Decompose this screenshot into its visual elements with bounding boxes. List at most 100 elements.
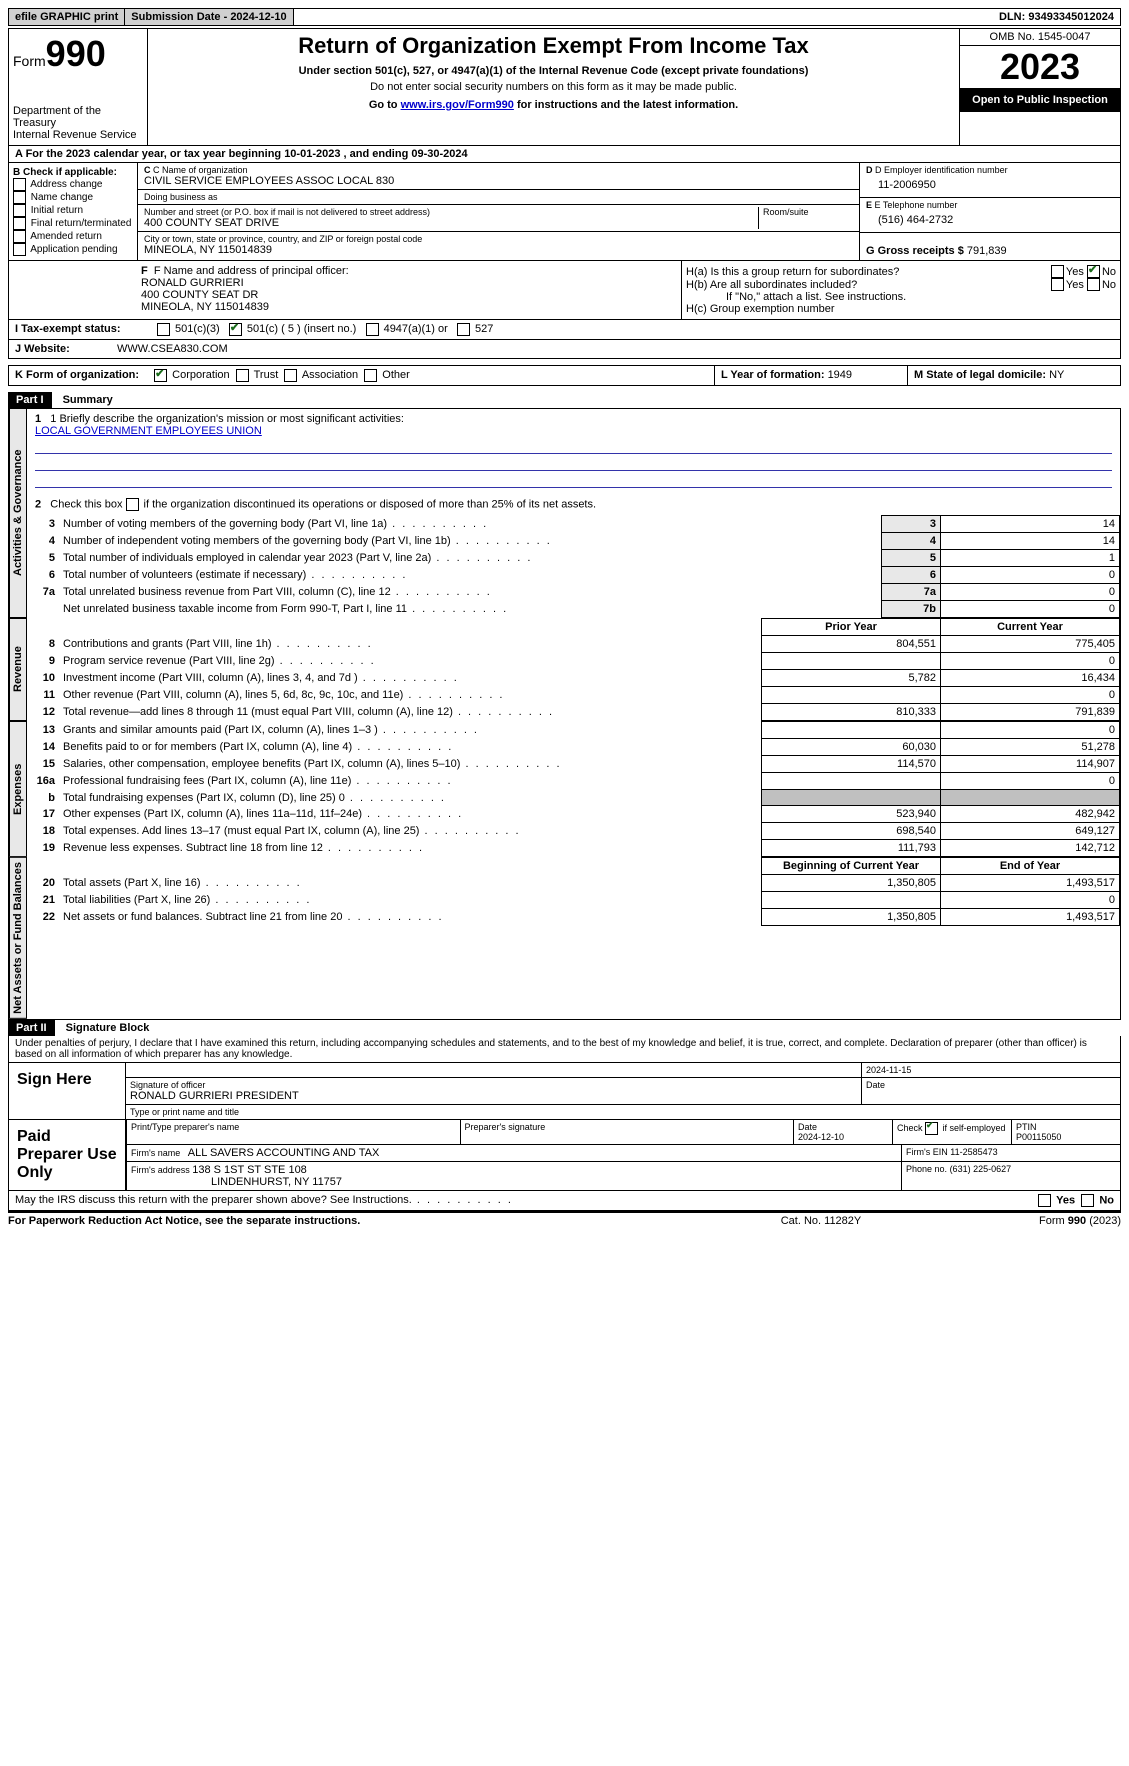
part2-title: Signature Block	[58, 1020, 158, 1036]
tax-status-option: 4947(a)(1) or	[366, 323, 457, 335]
line-i: I Tax-exempt status: 501(c)(3) 501(c) ( …	[8, 320, 1121, 340]
irs-label: Internal Revenue Service	[13, 129, 143, 141]
tax-year: 2023	[960, 46, 1120, 88]
table-governance: 3Number of voting members of the governi…	[27, 515, 1120, 618]
box-h: H(a) Is this a group return for subordin…	[682, 261, 1120, 319]
box-f: F F Name and address of principal office…	[137, 261, 682, 319]
org-form-checkbox[interactable]	[236, 369, 249, 382]
officer-street: 400 COUNTY SEAT DR	[141, 289, 677, 301]
table-row: 18Total expenses. Add lines 13–17 (must …	[27, 823, 1120, 840]
tax-status-checkbox[interactable]	[157, 323, 170, 336]
part1-exp-group: Expenses 13Grants and similar amounts pa…	[8, 721, 1121, 857]
table-row: 10Investment income (Part VIII, column (…	[27, 670, 1120, 687]
line-m: M State of legal domicile: NY	[907, 366, 1120, 385]
line1-value: LOCAL GOVERNMENT EMPLOYEES UNION	[35, 425, 1112, 437]
self-employed-checkbox[interactable]	[925, 1122, 938, 1135]
org-form-checkbox[interactable]	[364, 369, 377, 382]
line-k-label: K Form of organization:	[9, 366, 145, 385]
ssn-warning: Do not enter social security numbers on …	[152, 81, 955, 93]
org-form-option: Association	[281, 369, 361, 381]
tax-status-option: 527	[457, 323, 503, 335]
efile-button[interactable]: efile GRAPHIC print	[9, 9, 125, 25]
part1-gov-group: Activities & Governance 1 1 Briefly desc…	[8, 408, 1121, 618]
yes-label: Yes	[1066, 266, 1084, 278]
box-b-checkbox[interactable]	[13, 204, 26, 217]
h-a-yes-checkbox[interactable]	[1051, 265, 1064, 278]
box-b-checkbox[interactable]	[13, 243, 26, 256]
sig-date-label: Date	[861, 1078, 1120, 1105]
signature-section: Sign Here 2024-11-15 Signature of office…	[8, 1063, 1121, 1120]
org-form-checkbox[interactable]	[154, 369, 167, 382]
table-row: 22Net assets or fund balances. Subtract …	[27, 909, 1120, 926]
city-label: City or town, state or province, country…	[144, 234, 853, 244]
phone-value: (516) 464-2732	[866, 210, 1114, 230]
h-b-yes-checkbox[interactable]	[1051, 278, 1064, 291]
tax-status-option: 501(c) ( 5 ) (insert no.)	[229, 323, 366, 335]
sig-type-label: Type or print name and title	[126, 1105, 1120, 1119]
part-2: Part II Signature Block	[8, 1020, 1121, 1036]
table-row: 3Number of voting members of the governi…	[27, 516, 1120, 533]
officer-city: MINEOLA, NY 115014839	[141, 301, 677, 313]
table-row: 16aProfessional fundraising fees (Part I…	[27, 773, 1120, 790]
tax-status-checkbox[interactable]	[457, 323, 470, 336]
h-a-no-checkbox[interactable]	[1087, 265, 1100, 278]
city-value: MINEOLA, NY 115014839	[144, 244, 853, 256]
vlabel-exp: Expenses	[9, 721, 27, 857]
form-subtitle: Under section 501(c), 527, or 4947(a)(1)…	[152, 65, 955, 77]
page-footer: For Paperwork Reduction Act Notice, see …	[8, 1211, 1121, 1227]
box-b-item: Address change	[13, 178, 133, 191]
org-form-checkbox[interactable]	[284, 369, 297, 382]
sign-here-label: Sign Here	[9, 1063, 126, 1119]
mission-line	[35, 473, 1112, 488]
table-header-row: Beginning of Current YearEnd of Year	[27, 858, 1120, 875]
org-form-option: Other	[361, 369, 413, 381]
tax-status-checkbox[interactable]	[366, 323, 379, 336]
sig-date: 2024-11-15	[861, 1063, 1120, 1078]
table-header-row: Prior YearCurrent Year	[27, 619, 1120, 636]
header-mid: Return of Organization Exempt From Incom…	[148, 29, 960, 145]
firm-addr1: 138 S 1ST ST STE 108	[192, 1164, 307, 1176]
box-b-checkbox[interactable]	[13, 230, 26, 243]
org-form-option: Trust	[233, 369, 282, 381]
section-bcdeg: B Check if applicable: Address change Na…	[8, 163, 1121, 261]
table-row: 9Program service revenue (Part VIII, lin…	[27, 653, 1120, 670]
may-irs-no-checkbox[interactable]	[1081, 1194, 1094, 1207]
submission-date: Submission Date - 2024-12-10	[125, 9, 293, 25]
box-c: C C Name of organization CIVIL SERVICE E…	[138, 163, 859, 260]
table-row: 20Total assets (Part X, line 16)1,350,80…	[27, 875, 1120, 892]
footer-left: For Paperwork Reduction Act Notice, see …	[8, 1215, 721, 1227]
org-form-option: Corporation	[151, 369, 233, 381]
self-employed: Check if self-employed	[892, 1120, 1011, 1145]
h-b-no-checkbox[interactable]	[1087, 278, 1100, 291]
table-revenue: Prior YearCurrent Year8Contributions and…	[27, 618, 1120, 721]
open-inspection: Open to Public Inspection	[960, 88, 1120, 112]
vlabel-net: Net Assets or Fund Balances	[9, 857, 27, 1019]
website-value: WWW.CSEA830.COM	[111, 340, 1120, 358]
form990-link[interactable]: www.irs.gov/Form990	[401, 99, 514, 111]
table-expenses: 13Grants and similar amounts paid (Part …	[27, 721, 1120, 857]
street-value: 400 COUNTY SEAT DRIVE	[144, 217, 754, 229]
line-l: L Year of formation: 1949	[714, 366, 907, 385]
box-b-checkbox[interactable]	[13, 217, 26, 230]
prep-name-label: Print/Type preparer's name	[126, 1120, 460, 1145]
may-irs-yes-checkbox[interactable]	[1038, 1194, 1051, 1207]
box-b-item: Application pending	[13, 243, 133, 256]
table-row: 6Total number of volunteers (estimate if…	[27, 567, 1120, 584]
vlabel-rev: Revenue	[9, 618, 27, 721]
box-b-checkbox[interactable]	[13, 191, 26, 204]
box-b: B Check if applicable: Address change Na…	[9, 163, 138, 260]
tax-status-checkbox[interactable]	[229, 323, 242, 336]
part1-net-group: Net Assets or Fund Balances Beginning of…	[8, 857, 1121, 1020]
line2-checkbox[interactable]	[126, 498, 139, 511]
goto-suffix: for instructions and the latest informat…	[514, 99, 738, 111]
dept-treasury: Department of the Treasury	[13, 105, 143, 129]
table-row: 4Number of independent voting members of…	[27, 533, 1120, 550]
box-b-checkbox[interactable]	[13, 178, 26, 191]
line-a-tax-year: A For the 2023 calendar year, or tax yea…	[8, 146, 1121, 163]
omb-number: OMB No. 1545-0047	[960, 29, 1120, 46]
part2-header: Part II	[8, 1020, 55, 1036]
declaration-text: Under penalties of perjury, I declare th…	[8, 1036, 1121, 1063]
box-b-item: Initial return	[13, 204, 133, 217]
officer-name: RONALD GURRIERI	[141, 277, 677, 289]
footer-right: Form 990 (2023)	[921, 1215, 1121, 1227]
